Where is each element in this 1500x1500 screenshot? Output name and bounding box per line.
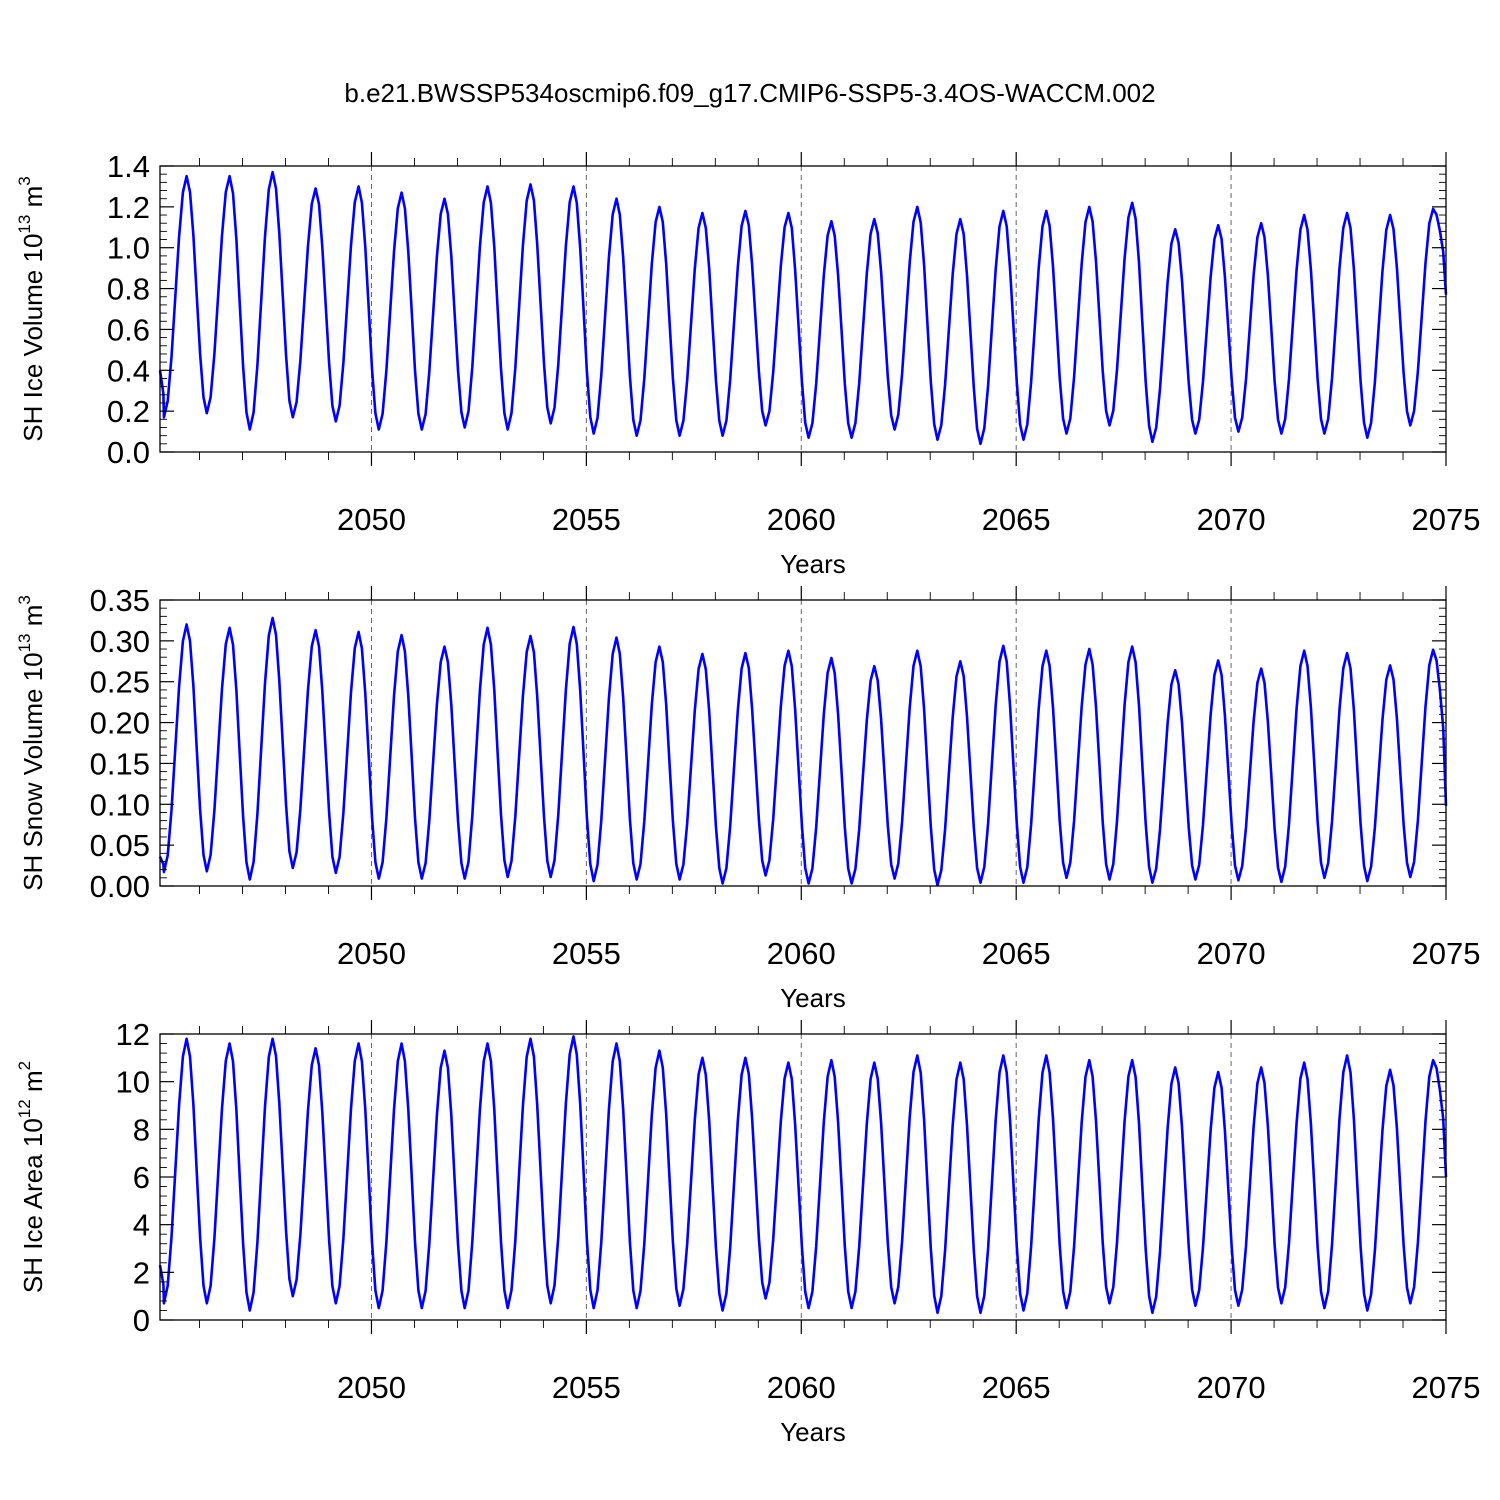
chart-panel-2: 0.00 0.05 0.10 0.15 0.20 0.25 0.30 0.35 2050 2055… <box>15 583 1480 1013</box>
y-tick-label: 1.0 <box>107 231 150 266</box>
y-axis-label: SH Snow Volume 1013 m3 <box>15 595 48 891</box>
x-tick-label: 2070 <box>1197 502 1266 537</box>
y-tick-label: 1.4 <box>107 149 150 184</box>
x-tick-label: 2065 <box>982 936 1051 971</box>
x-axis-label: Years <box>780 983 846 1013</box>
x-axis-label: Years <box>780 549 846 579</box>
y-tick-label: 0.00 <box>90 869 150 904</box>
y-axis-label-mid: m <box>18 605 48 634</box>
x-tick-label: 2070 <box>1197 1370 1266 1405</box>
y-tick-label: 12 <box>116 1017 150 1052</box>
x-tick-label: 2065 <box>982 502 1051 537</box>
x-tick-label: 2050 <box>337 936 406 971</box>
x-tick-label: 2075 <box>1412 502 1481 537</box>
plot-frame <box>159 599 1447 887</box>
y-tick-label: 2 <box>133 1255 150 1290</box>
x-tick-label: 2055 <box>552 502 621 537</box>
y-tick-label: 0.6 <box>107 312 150 347</box>
series-line <box>158 170 1448 446</box>
y-tick-label: 0.8 <box>107 272 150 307</box>
figure-title: b.e21.BWSSP534oscmip6.f09_g17.CMIP6-SSP5… <box>344 78 1155 108</box>
y-axis-label-mid: m <box>18 1070 48 1099</box>
y-axis-label-main: SH Ice Area 10 <box>18 1118 48 1293</box>
x-tick-label: 2050 <box>337 502 406 537</box>
x-tick-label: 2060 <box>767 1370 836 1405</box>
y-axis-label: SH Ice Volume 1013 m3 <box>15 176 48 441</box>
y-tick-label: 0.0 <box>107 435 150 470</box>
y-tick-label: 0 <box>133 1303 150 1338</box>
y-axis-label: SH Ice Area 1012 m2 <box>15 1061 48 1293</box>
y-tick-label: 0.2 <box>107 394 150 429</box>
y-tick-label: 0.25 <box>90 665 150 700</box>
y-tick-label: 8 <box>133 1112 150 1147</box>
y-tick-label: 4 <box>133 1208 150 1243</box>
y-tick-label: 6 <box>133 1160 150 1195</box>
y-tick-label: 0.05 <box>90 828 150 863</box>
y-tick-label: 0.15 <box>90 746 150 781</box>
series-line <box>158 1035 1448 1315</box>
y-axis-label-sup2: 3 <box>15 595 34 604</box>
y-tick-label: 10 <box>116 1065 150 1100</box>
x-tick-label: 2065 <box>982 1370 1051 1405</box>
y-tick-label: 0.4 <box>107 353 150 388</box>
y-axis-label-sup1: 12 <box>15 1099 34 1118</box>
y-axis-label-sup2: 3 <box>15 176 34 185</box>
x-tick-label: 2060 <box>767 936 836 971</box>
x-axis-label: Years <box>780 1417 846 1447</box>
x-tick-label: 2055 <box>552 936 621 971</box>
y-tick-label: 0.10 <box>90 787 150 822</box>
y-tick-label: 0.30 <box>90 624 150 659</box>
plot-frame <box>159 165 1447 453</box>
series-line <box>158 616 1448 887</box>
chart-panel-1: 0.0 0.2 0.4 0.6 0.8 1.0 1.2 1.4 2050 2055 2060 2065… <box>15 149 1480 579</box>
x-tick-label: 2060 <box>767 502 836 537</box>
y-tick-label: 0.35 <box>90 583 150 618</box>
chart-panels: 0.0 0.2 0.4 0.6 0.8 1.0 1.2 1.4 2050 2055 2060 2065… <box>15 149 1480 1447</box>
y-tick-label: 1.2 <box>107 190 150 225</box>
chart-panel-3: 0 2 4 6 8 10 12 2050 2055 2060 2065 2070 2075 Years SH… <box>15 1017 1480 1447</box>
y-axis-label-sup1: 13 <box>15 633 34 652</box>
y-axis-label-mid: m <box>18 186 48 215</box>
x-tick-label: 2055 <box>552 1370 621 1405</box>
x-tick-label: 2075 <box>1412 936 1481 971</box>
y-tick-label: 0.20 <box>90 706 150 741</box>
y-axis-label-sup2: 2 <box>15 1061 34 1070</box>
y-axis-label-main: SH Ice Volume 10 <box>18 234 48 442</box>
x-tick-label: 2050 <box>337 1370 406 1405</box>
x-tick-label: 2075 <box>1412 1370 1481 1405</box>
y-axis-label-main: SH Snow Volume 10 <box>18 652 48 890</box>
x-tick-label: 2070 <box>1197 936 1266 971</box>
y-axis-label-sup1: 13 <box>15 215 34 234</box>
